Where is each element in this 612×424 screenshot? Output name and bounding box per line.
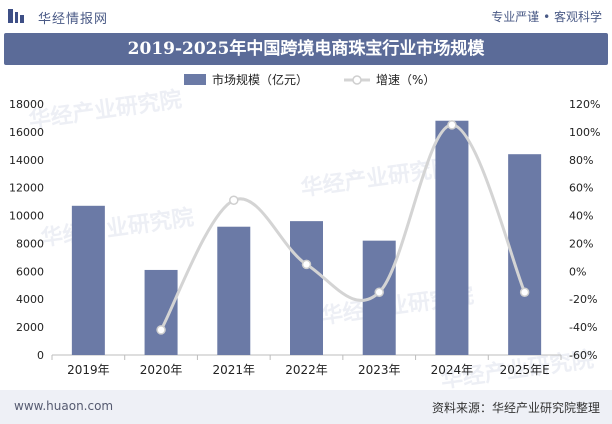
site-name: 华经情报网 [38,12,109,27]
y-right-tick-label: 20% [569,237,593,250]
chart-title: 2019-2025年中国跨境电商珠宝行业市场规模 [127,39,485,59]
growth-point [301,259,312,270]
footer-bar: www.huaon.com 资料来源：华经产业研究院整理 [0,390,612,424]
growth-point [229,195,239,205]
legend-bar-label: 市场规模（亿元） [212,72,308,87]
y-left-tick-label: 2000 [16,321,44,334]
footer-source: 资料来源：华经产业研究院整理 [431,401,600,415]
legend: 市场规模（亿元） 增速（%） [184,72,435,87]
y-left-tick-label: 10000 [9,210,44,223]
y-right-tick-label: -40% [569,321,597,334]
x-tick-label: 2019年 [67,363,110,377]
y-right-tick-label: 100% [569,126,600,139]
y-left-tick-label: 16000 [9,126,44,139]
x-tick-label: 2024年 [431,363,474,377]
x-tick-label: 2022年 [285,363,328,377]
growth-point [447,120,457,130]
growth-line-path [159,123,527,331]
bar-market-size [362,240,396,355]
x-tick-label: 2021年 [213,363,256,377]
title-banner: 2019-2025年中国跨境电商珠宝行业市场规模 [4,33,608,65]
legend-bar-swatch [184,74,206,85]
y-right-tick-label: 60% [569,182,593,195]
bars [71,120,542,355]
x-tick-label: 2020年 [140,363,183,377]
slogan: 专业严谨 • 客观科学 [491,10,602,24]
growth-point [519,287,530,297]
y-right-tick-label: 80% [569,154,593,167]
bar-market-size [71,205,105,355]
logo-icon [8,9,24,23]
y-right-tick-label: 120% [569,98,600,111]
legend-line-label: 增速（%） [376,73,435,87]
y-left-tick-label: 8000 [16,237,44,250]
x-tick-label: 2023年 [358,363,401,377]
y-right-tick-label: -60% [569,349,597,362]
footer-url: www.huaon.com [14,399,114,413]
y-right-tick-label: 0% [569,265,586,278]
y-right-tick-label: 40% [569,210,593,223]
header-bar: 华经情报网 专业严谨 • 客观科学 [0,0,612,32]
y-left-tick-label: 14000 [9,154,44,167]
y-left-tick-label: 18000 [9,98,44,111]
chart-area: 市场规模（亿元） 增速（%） 0 2000 4000 6000 8000 10000 1200… [9,72,600,377]
y-right-tick-label: -20% [569,293,597,306]
bar-market-size [144,269,178,355]
axes: 0 2000 4000 6000 8000 10000 12000 14000 16000 180… [9,98,600,377]
bar-market-size [508,154,542,355]
y-left-tick-label: 4000 [16,293,44,306]
bar-market-size [290,221,323,355]
y-left-tick-label: 6000 [16,265,44,278]
bar-market-size [435,120,469,355]
bar-market-size [217,226,251,355]
growth-point [156,325,166,335]
growth-point [374,287,384,297]
y-left-tick-label: 12000 [9,182,44,195]
x-tick-label: 2025年E [500,363,550,377]
growth-line [156,120,530,335]
y-left-tick-label: 0 [37,349,44,362]
legend-line-marker [352,75,362,85]
